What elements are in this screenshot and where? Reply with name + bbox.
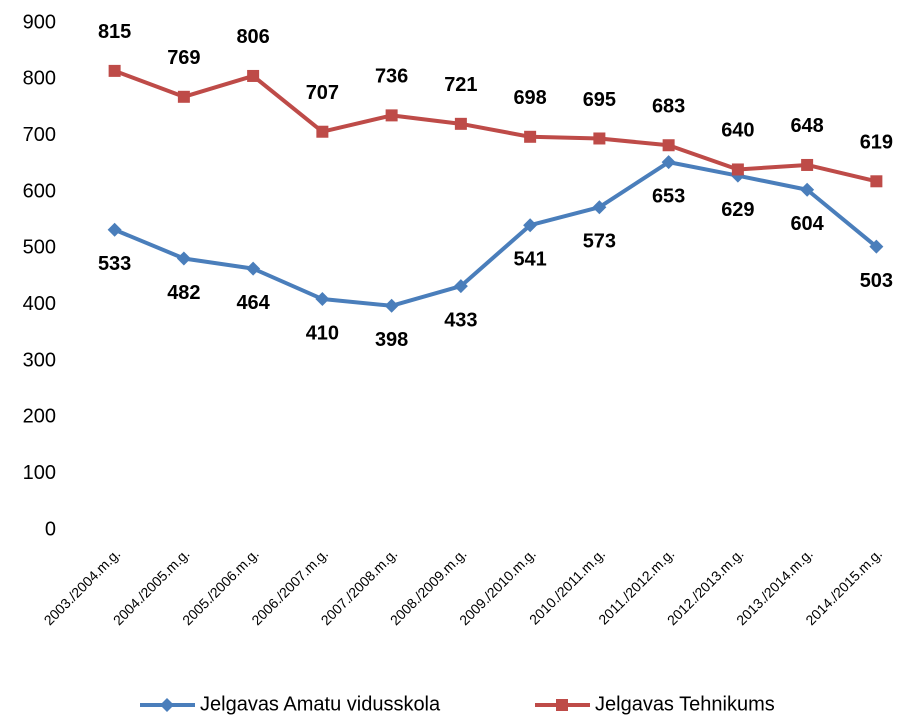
point — [870, 175, 883, 188]
point — [801, 158, 814, 171]
data-label: 533 — [98, 253, 131, 275]
y-tick-label: 100 — [23, 462, 56, 484]
legend-label: Jelgavas Amatu vidusskola — [200, 693, 441, 715]
series-line — [113, 160, 878, 308]
point — [385, 109, 398, 122]
data-label: 410 — [306, 322, 339, 344]
y-tick-label: 900 — [23, 11, 56, 33]
point — [246, 261, 261, 276]
data-label: 604 — [790, 213, 824, 235]
data-label: 573 — [583, 230, 616, 252]
data-label: 433 — [444, 309, 477, 331]
data-label: 707 — [306, 82, 339, 104]
point — [453, 279, 468, 294]
point — [731, 163, 744, 176]
y-tick-label: 600 — [23, 180, 56, 202]
data-label: 398 — [375, 329, 408, 351]
legend-label: Jelgavas Tehnikums — [595, 693, 775, 715]
point — [176, 251, 191, 266]
data-label: 503 — [860, 270, 893, 292]
data-label: 683 — [652, 96, 685, 118]
data-label: 619 — [860, 132, 893, 154]
legend-marker — [556, 699, 568, 711]
data-label: 815 — [98, 21, 131, 43]
data-label: 653 — [652, 185, 685, 207]
point — [384, 298, 399, 313]
point — [177, 90, 190, 103]
point — [592, 200, 607, 215]
y-tick-label: 800 — [23, 68, 56, 90]
y-tick-label: 200 — [23, 406, 56, 428]
data-label: 464 — [236, 292, 270, 314]
point — [593, 132, 606, 145]
legend-marker — [160, 698, 174, 712]
data-label: 640 — [721, 120, 754, 142]
point — [247, 69, 260, 82]
y-tick-label: 400 — [23, 293, 56, 315]
y-tick-label: 500 — [23, 237, 56, 259]
data-label: 648 — [790, 115, 823, 137]
point — [524, 130, 537, 143]
data-label: 629 — [721, 199, 754, 221]
data-label: 482 — [167, 282, 200, 304]
point — [454, 117, 467, 130]
y-tick-label: 700 — [23, 124, 56, 146]
point — [523, 218, 538, 233]
data-label: 695 — [583, 89, 616, 111]
point — [662, 139, 675, 152]
point — [869, 239, 884, 254]
y-tick-label: 0 — [45, 518, 56, 540]
point — [316, 125, 329, 138]
point — [315, 292, 330, 307]
point — [800, 182, 815, 197]
data-label: 698 — [513, 87, 546, 109]
data-label: 721 — [444, 74, 477, 96]
data-label: 736 — [375, 66, 408, 88]
series-line — [113, 69, 877, 184]
point — [107, 222, 122, 237]
data-label: 541 — [513, 249, 546, 271]
data-label: 769 — [167, 47, 200, 69]
y-tick-label: 300 — [23, 349, 56, 371]
point — [108, 64, 121, 77]
point — [661, 155, 676, 170]
data-label: 806 — [236, 26, 269, 48]
